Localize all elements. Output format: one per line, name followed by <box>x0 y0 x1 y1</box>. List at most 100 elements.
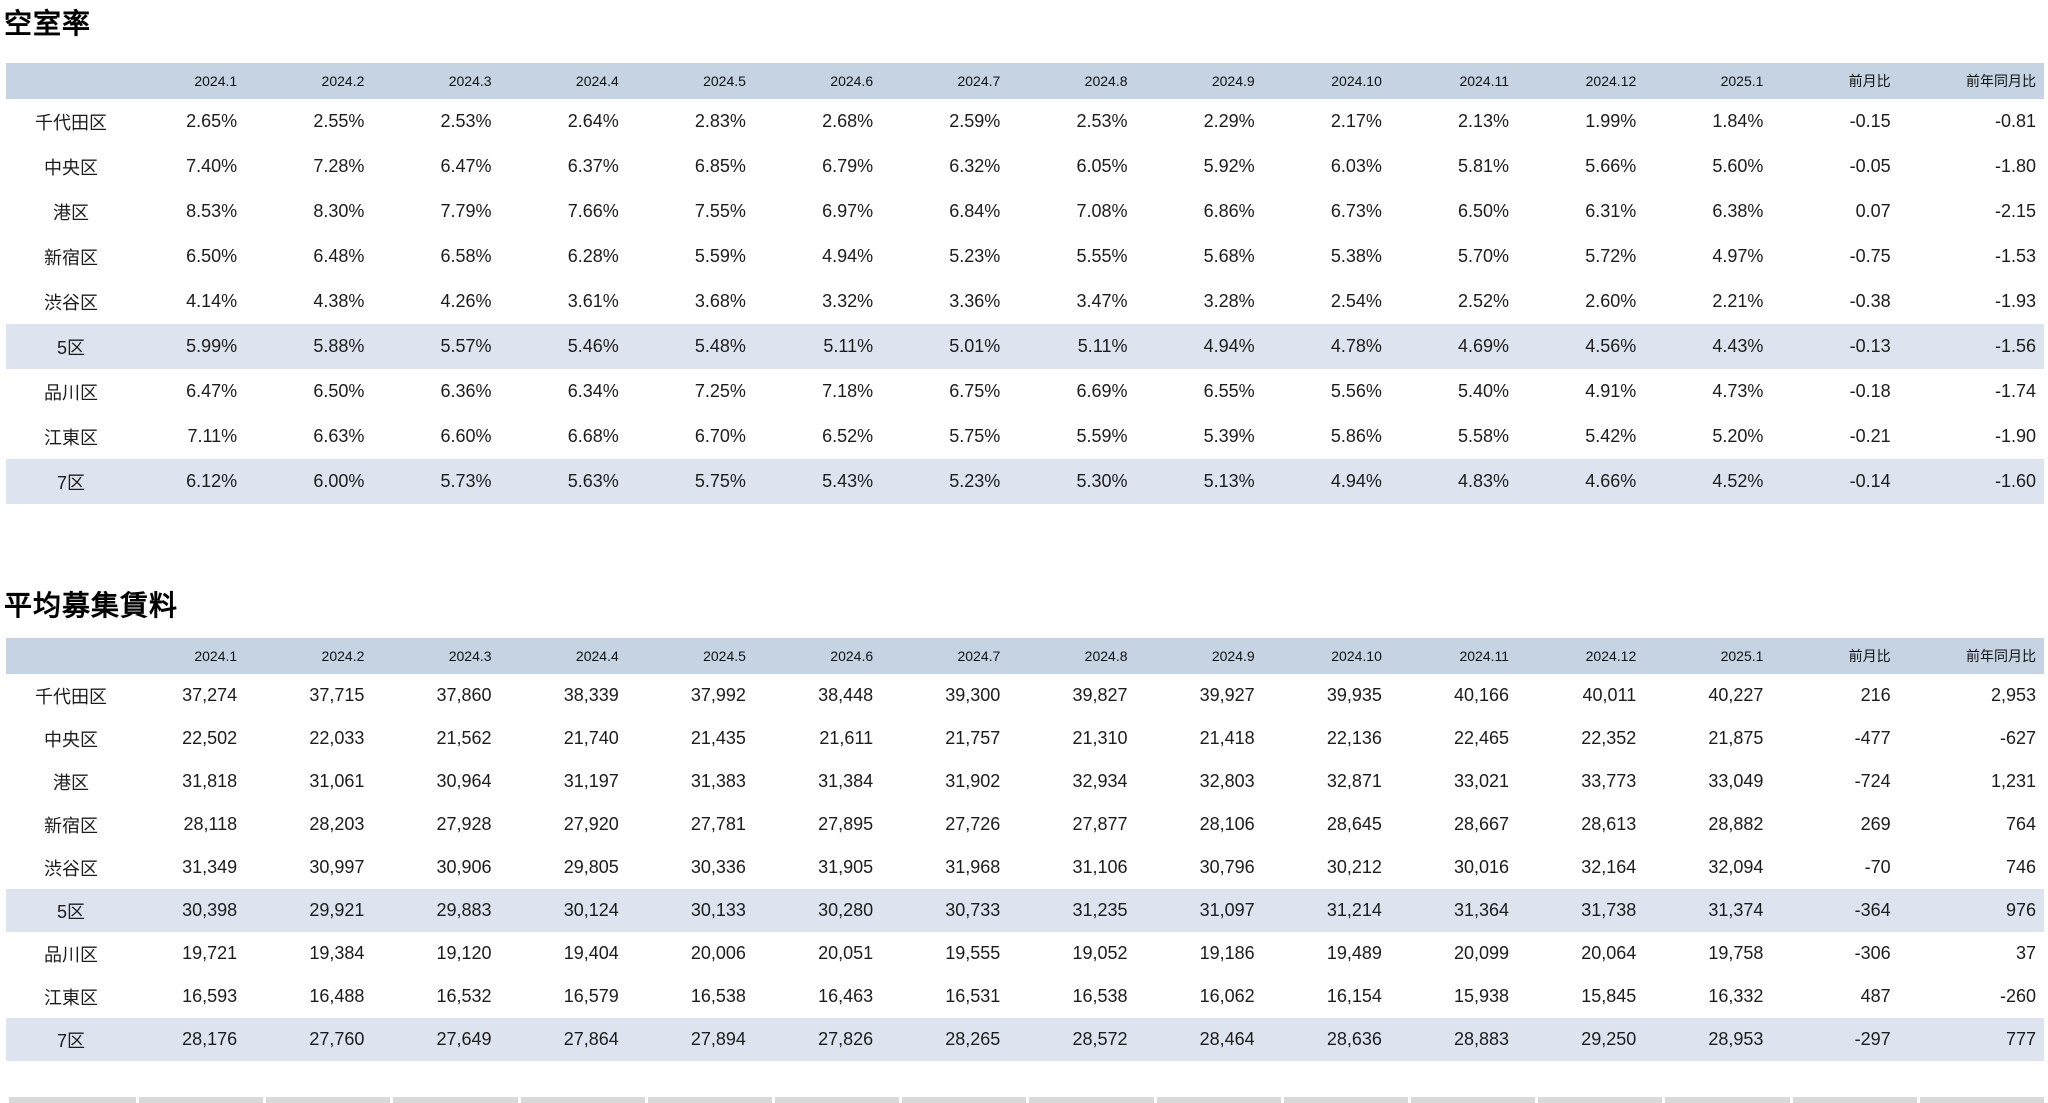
cell: 40,011 <box>1535 674 1663 717</box>
cell: 6.36% <box>390 369 518 414</box>
cell: 6.55% <box>1153 369 1281 414</box>
cell: 5.48% <box>644 324 772 369</box>
cell: -260 <box>1916 975 2044 1018</box>
cell: 21,757 <box>899 717 1027 760</box>
cell: 7.25% <box>644 369 772 414</box>
cell: 7.28% <box>263 144 391 189</box>
cell: 2.29% <box>1153 99 1281 144</box>
cell: 27,826 <box>771 1018 900 1061</box>
cell: 16,579 <box>517 975 645 1018</box>
cutoff-cell <box>1665 1097 1793 1103</box>
cell: 16,488 <box>263 975 391 1018</box>
cell: -306 <box>1789 932 1917 975</box>
table-row: 5区 5.99% 5.88% 5.57% 5.46% 5.48% 5.11% 5.01% 5.1… <box>6 324 2044 369</box>
cell: 31,818 <box>136 760 264 803</box>
cell: 27,894 <box>644 1018 772 1061</box>
cell: 5.68% <box>1153 234 1281 279</box>
row-label: 渋谷区 <box>6 279 136 324</box>
cell: 39,935 <box>1280 674 1408 717</box>
cell: 5.60% <box>1662 144 1790 189</box>
cell: 976 <box>1916 889 2044 932</box>
cell: 31,214 <box>1280 889 1408 932</box>
cell: 6.97% <box>771 189 900 234</box>
average-rent-section: 平均募集賃料 2024.1 2024.2 2024.3 2024.4 2024.5 202… <box>0 588 2048 1061</box>
cell: 5.56% <box>1280 369 1408 414</box>
row-label: 5区 <box>6 889 136 932</box>
cell: 6.37% <box>517 144 645 189</box>
cell: 31,738 <box>1535 889 1663 932</box>
cell: 30,997 <box>263 846 391 889</box>
cutoff-cell <box>775 1097 903 1103</box>
cell: 27,877 <box>1026 803 1154 846</box>
cell: 4.69% <box>1407 324 1536 369</box>
cell: 6.69% <box>1026 369 1154 414</box>
cell: 5.11% <box>1026 324 1154 369</box>
column-header: 2024.1 <box>136 638 264 674</box>
cell: 21,740 <box>517 717 645 760</box>
table-row: 千代田区 2.65% 2.55% 2.53% 2.64% 2.83% 2.68% 2.59% 2… <box>6 99 2044 144</box>
column-header: 2024.7 <box>899 63 1027 99</box>
cell: 16,154 <box>1280 975 1408 1018</box>
cell: 5.88% <box>263 324 391 369</box>
cell: 28,883 <box>1407 1018 1536 1061</box>
cell: 6.79% <box>771 144 900 189</box>
cell: 20,006 <box>644 932 772 975</box>
cell: 19,758 <box>1662 932 1790 975</box>
cutoff-cell <box>1411 1097 1539 1103</box>
table-row: 7区 6.12% 6.00% 5.73% 5.63% 5.75% 5.43% 5.23% 5.3… <box>6 459 2044 504</box>
cell: 6.86% <box>1153 189 1281 234</box>
table-row: 新宿区 6.50% 6.48% 6.58% 6.28% 5.59% 4.94% 5.23% 5.… <box>6 234 2044 279</box>
cell: 37,715 <box>263 674 391 717</box>
cell: 28,203 <box>263 803 391 846</box>
cell: 5.55% <box>1026 234 1154 279</box>
row-label: 江東区 <box>6 975 136 1018</box>
table-row: 中央区 22,502 22,033 21,562 21,740 21,435 21,611 2… <box>6 717 2044 760</box>
average-rent-title: 平均募集賃料 <box>4 590 179 621</box>
cell: 6.60% <box>390 414 518 459</box>
cell: 30,796 <box>1153 846 1281 889</box>
cell: 28,953 <box>1662 1018 1790 1061</box>
cell: 16,593 <box>136 975 264 1018</box>
cell: 2.54% <box>1280 279 1408 324</box>
cell: 4.14% <box>136 279 264 324</box>
cell: 31,383 <box>644 760 772 803</box>
cell: 3.28% <box>1153 279 1281 324</box>
cell: 29,805 <box>517 846 645 889</box>
cell: 19,384 <box>263 932 391 975</box>
cell: 777 <box>1916 1018 2044 1061</box>
cell: 16,332 <box>1662 975 1790 1018</box>
cell: 28,882 <box>1662 803 1790 846</box>
column-header: 2025.1 <box>1662 63 1790 99</box>
table-row: 千代田区 37,274 37,715 37,860 38,339 37,992 38,448… <box>6 674 2044 717</box>
cutoff-cell <box>393 1097 521 1103</box>
cell: 4.73% <box>1662 369 1790 414</box>
cell: -0.18 <box>1789 369 1917 414</box>
cell: 4.38% <box>263 279 391 324</box>
column-header: 2024.10 <box>1280 638 1408 674</box>
cell: 6.73% <box>1280 189 1408 234</box>
cell: -70 <box>1789 846 1917 889</box>
cell: 15,845 <box>1535 975 1663 1018</box>
cell: 5.43% <box>771 459 900 504</box>
header-row: 2024.1 2024.2 2024.3 2024.4 2024.5 2024.6 2024… <box>6 638 2044 674</box>
table-row: 品川区 6.47% 6.50% 6.36% 6.34% 7.25% 7.18% 6.75% 6.… <box>6 369 2044 414</box>
cell: 39,927 <box>1153 674 1281 717</box>
cell: 29,921 <box>263 889 391 932</box>
cell: 31,968 <box>899 846 1027 889</box>
row-label: 渋谷区 <box>6 846 136 889</box>
cutoff-cell <box>520 1097 648 1103</box>
cell: 39,300 <box>899 674 1027 717</box>
cell: 5.11% <box>771 324 900 369</box>
cell: 28,636 <box>1280 1018 1408 1061</box>
cell: 2.65% <box>136 99 264 144</box>
cell: 7.79% <box>390 189 518 234</box>
cell: 16,463 <box>771 975 900 1018</box>
cell: 5.13% <box>1153 459 1281 504</box>
cell: 22,136 <box>1280 717 1408 760</box>
cell: 3.68% <box>644 279 772 324</box>
column-header: 2024.9 <box>1153 638 1281 674</box>
cell: 40,166 <box>1407 674 1536 717</box>
cell: 19,120 <box>390 932 518 975</box>
cell: 7.11% <box>136 414 264 459</box>
